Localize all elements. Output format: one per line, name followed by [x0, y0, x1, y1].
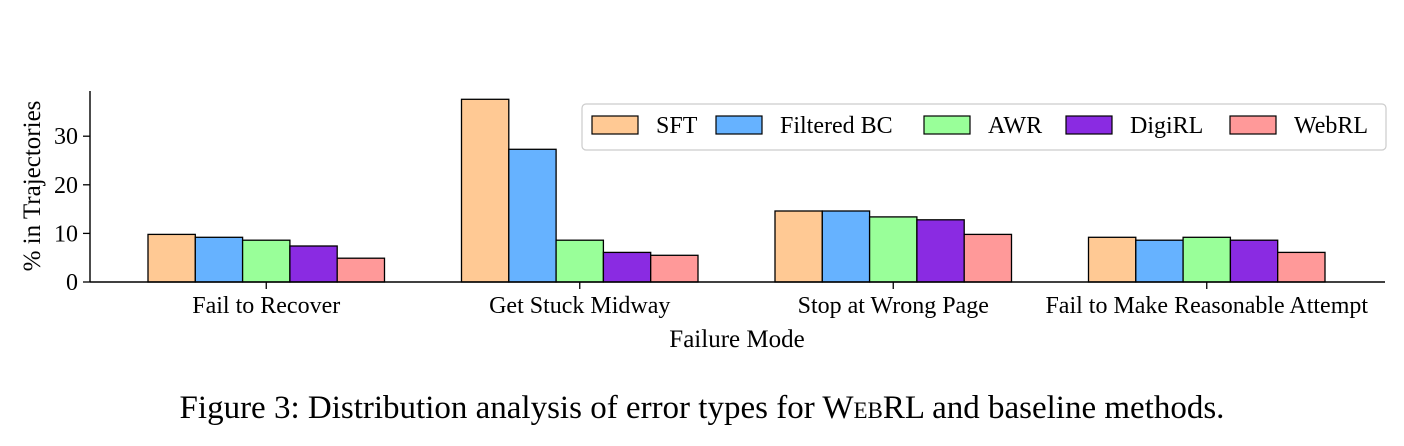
legend-swatch-filtered-bc	[715, 115, 763, 135]
y-tick-label: 10	[54, 221, 78, 247]
figure-caption: Figure 3: Distribution analysis of error…	[0, 390, 1404, 427]
method-name-initial: W	[822, 390, 854, 426]
bar-webrl-4	[1277, 251, 1326, 283]
legend-swatch-webrl	[1229, 115, 1277, 135]
bar-digirl-1	[289, 245, 338, 283]
bar-filtered-bc-1	[194, 236, 244, 283]
bar-awr-1	[241, 239, 291, 283]
legend-label-filtered-bc: Filtered BC	[780, 113, 893, 139]
y-tick-label: 30	[54, 124, 78, 150]
bar-awr-2	[555, 239, 605, 283]
bar-sft-2	[460, 98, 510, 283]
bar-sft-1	[147, 233, 196, 283]
legend: SFT Filtered BC AWR DigiRL WebRL	[581, 103, 1387, 151]
bar-digirl-2	[602, 251, 652, 283]
x-tick-label: Fail to Make Reasonable Attempt	[1045, 293, 1368, 319]
bar-filtered-bc-3	[821, 210, 871, 283]
bar-webrl-1	[336, 257, 386, 283]
legend-label-awr: AWR	[988, 113, 1042, 139]
y-tick-label: 20	[54, 173, 78, 199]
bar-digirl-4	[1229, 239, 1279, 283]
y-ticks-group: 0 10 20 30	[54, 124, 90, 296]
bar-awr-3	[868, 216, 918, 283]
x-ticks-group: Fail to Recover Get Stuck Midway Stop at W…	[192, 282, 1368, 319]
bar-sft-4	[1087, 236, 1137, 283]
bars-group	[147, 98, 1326, 283]
y-tick-label: 0	[66, 270, 78, 296]
error-distribution-bar-chart: 0 10 20 30 Fail to Recover Get Stuck Midway S…	[19, 91, 1387, 353]
method-name-end: RL	[882, 390, 924, 426]
legend-label-sft: SFT	[656, 113, 698, 139]
legend-swatch-sft	[591, 115, 639, 135]
legend-frame	[581, 103, 1387, 151]
x-axis-label: Failure Mode	[669, 326, 804, 353]
x-tick-label: Stop at Wrong Page	[798, 293, 989, 319]
bar-sft-3	[774, 210, 823, 283]
legend-label-webrl: WebRL	[1294, 113, 1368, 139]
bar-awr-4	[1182, 236, 1232, 283]
bar-filtered-bc-2	[508, 148, 557, 283]
method-name: WebRL	[822, 390, 924, 426]
legend-swatch-awr	[923, 115, 971, 135]
x-tick-label: Fail to Recover	[192, 293, 340, 319]
x-tick-label: Get Stuck Midway	[489, 293, 670, 319]
bar-digirl-3	[916, 219, 965, 283]
method-name-small-caps: eb	[853, 390, 883, 426]
bar-filtered-bc-4	[1135, 239, 1184, 283]
bar-webrl-2	[650, 254, 699, 283]
legend-label-digirl: DigiRL	[1130, 113, 1203, 139]
legend-swatch-digirl	[1065, 115, 1113, 135]
y-axis-label: % in Trajectories	[19, 101, 46, 272]
caption-suffix: and baseline methods.	[923, 390, 1225, 426]
caption-prefix: Figure 3: Distribution analysis of error…	[179, 390, 823, 426]
bar-webrl-3	[963, 233, 1013, 283]
